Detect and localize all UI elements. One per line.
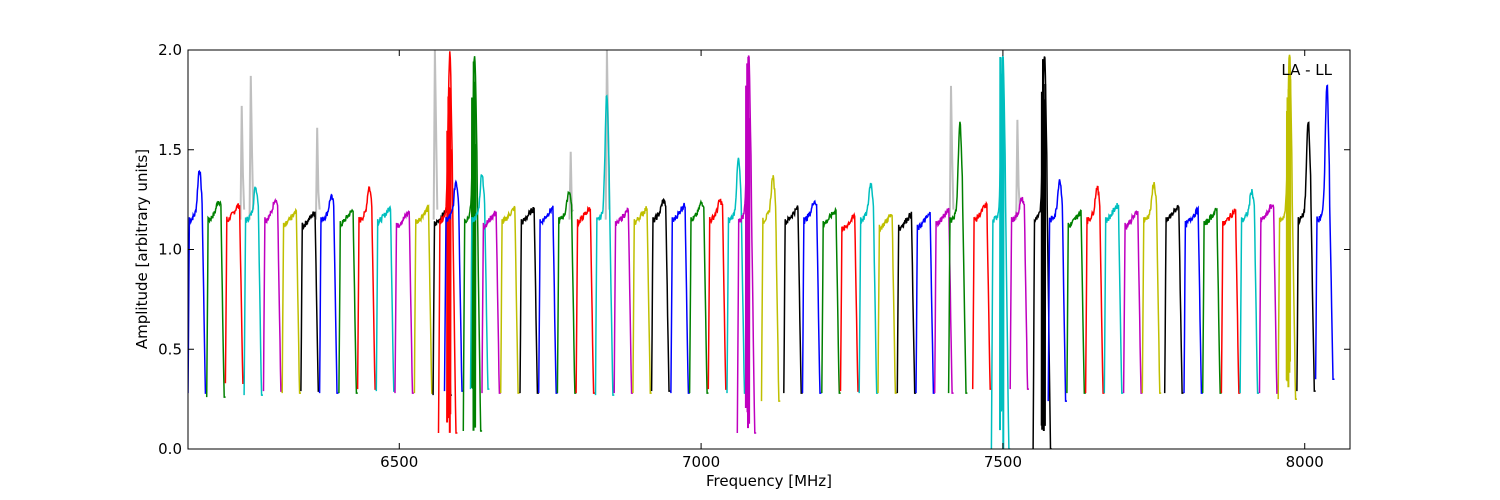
- ticks-layer: 6500 7000 7500 8000 0.0 0.5 1.0 1.5 2.0: [158, 41, 1350, 471]
- channel-trace: [821, 206, 841, 394]
- channel-trace: [224, 203, 245, 384]
- channel-trace: [1047, 179, 1067, 402]
- background-spike: [948, 85, 955, 220]
- channel-trace: [1183, 205, 1203, 394]
- channel-trace: [1201, 207, 1222, 394]
- background-spike: [248, 75, 255, 220]
- channel-trace: [1239, 189, 1259, 394]
- channel-trace: [205, 200, 226, 398]
- background-spike: [239, 105, 246, 220]
- channel-trace: [877, 213, 897, 394]
- channel-trace: [1141, 181, 1162, 394]
- x-tick-label: 8000: [1286, 453, 1324, 471]
- background-spike: [314, 127, 321, 220]
- channel-trace: [896, 211, 917, 394]
- channel-trace: [375, 205, 396, 392]
- rfi-spike: [470, 61, 477, 431]
- rfi-spike: [744, 56, 751, 429]
- channel-trace: [594, 94, 615, 396]
- channel-trace: [839, 211, 860, 392]
- y-tick-label: 0.0: [158, 440, 182, 458]
- rfi-spike: [1285, 66, 1292, 388]
- channel-trace: [1258, 203, 1279, 394]
- x-axis-label: Frequency [MHz]: [706, 472, 832, 490]
- channel-trace: [469, 174, 490, 390]
- channel-trace: [613, 207, 633, 394]
- y-tick-label: 0.5: [158, 340, 182, 358]
- y-axis-label: Amplitude [arbitrary units]: [133, 149, 151, 349]
- channel-trace: [394, 210, 414, 394]
- channel-trace: [281, 207, 301, 394]
- channel-trace: [481, 210, 501, 394]
- channel-trace: [1084, 185, 1105, 394]
- channel-trace: [556, 190, 577, 394]
- channel-trace: [783, 205, 803, 394]
- channel-trace: [519, 207, 539, 394]
- background-spike: [432, 50, 439, 220]
- channel-trace: [1122, 209, 1143, 394]
- y-tick-label: 1.5: [158, 141, 182, 159]
- channel-trace: [1103, 203, 1124, 394]
- channel-trace: [1066, 209, 1086, 394]
- channel-trace: [338, 208, 358, 394]
- channel-trace: [670, 202, 690, 394]
- x-tick-label: 6500: [380, 453, 418, 471]
- channel-trace: [243, 186, 263, 396]
- y-tick-label: 2.0: [158, 41, 182, 59]
- channel-trace: [356, 186, 377, 390]
- x-tick-label: 7500: [984, 453, 1022, 471]
- rfi-spike: [999, 56, 1005, 449]
- channel-trace: [262, 197, 283, 392]
- channel-trace: [632, 206, 652, 394]
- channel-trace: [650, 197, 671, 392]
- channel-trace: [971, 200, 992, 390]
- channel-trace: [933, 207, 954, 394]
- channel-trace: [858, 182, 879, 394]
- channel-trace: [947, 121, 968, 394]
- channel-trace: [1009, 196, 1029, 390]
- background-spike: [1015, 119, 1021, 220]
- channel-trace: [707, 198, 728, 390]
- channel-trace: [726, 157, 746, 394]
- channel-trace: [1220, 208, 1241, 394]
- channel-trace: [300, 211, 320, 392]
- channel-trace: [537, 205, 558, 394]
- channel-trace: [760, 175, 781, 402]
- traces-layer: [188, 50, 1335, 449]
- channel-trace: [1163, 204, 1184, 394]
- y-tick-label: 1.0: [158, 241, 182, 259]
- channel-trace: [915, 211, 935, 394]
- rfi-spike: [446, 87, 452, 433]
- channel-trace: [318, 193, 339, 394]
- annotation-la-ll: LA - LL: [1281, 61, 1332, 79]
- channel-trace: [499, 205, 520, 394]
- channel-trace: [575, 205, 595, 394]
- channel-trace: [801, 199, 822, 394]
- channel-trace: [688, 199, 709, 394]
- x-tick-label: 7000: [682, 453, 720, 471]
- channel-trace: [443, 179, 464, 392]
- rfi-spike: [1040, 59, 1047, 432]
- channel-trace: [188, 169, 207, 394]
- channel-trace: [413, 204, 434, 394]
- channel-trace: [1314, 84, 1335, 380]
- channel-trace: [1296, 121, 1316, 392]
- background-spike: [568, 151, 574, 220]
